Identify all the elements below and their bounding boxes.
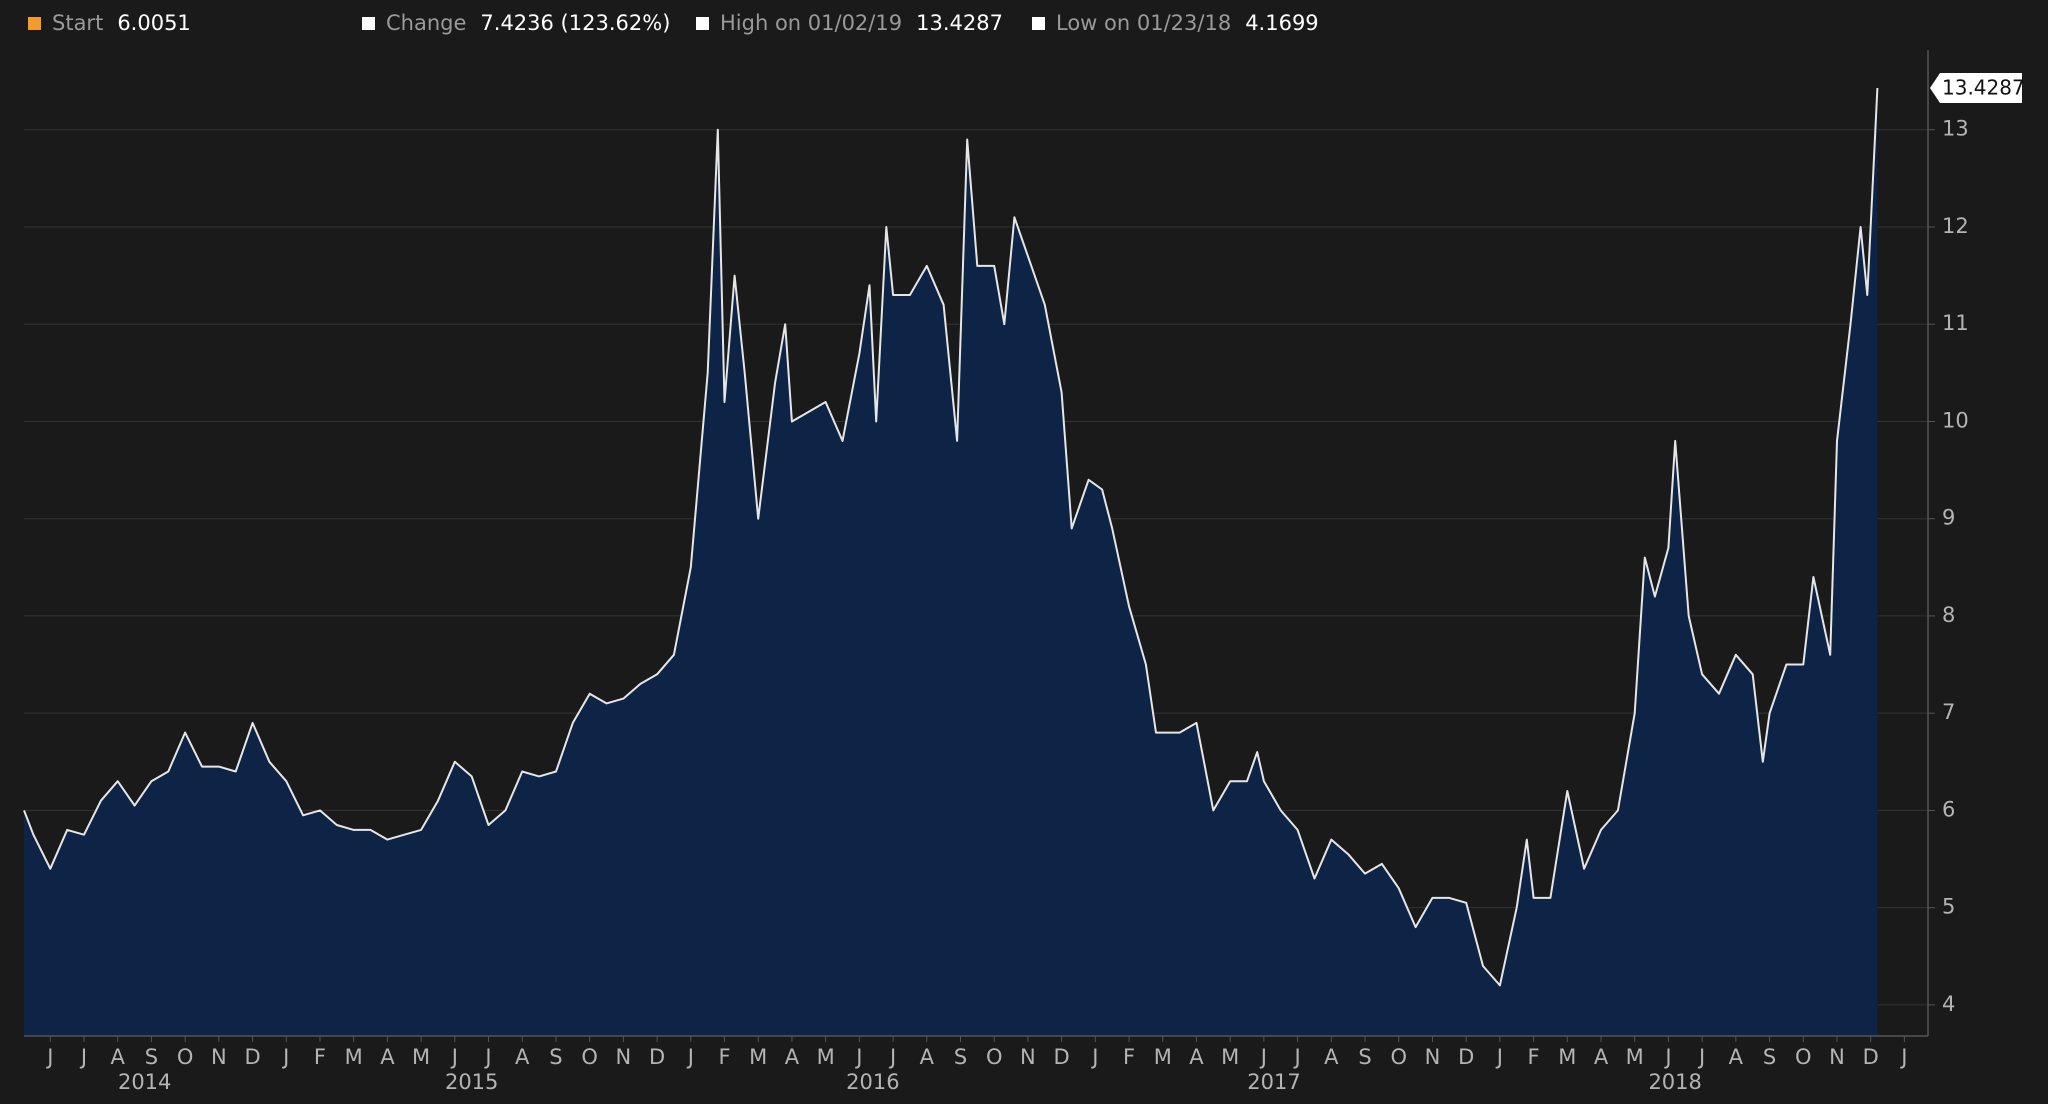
x-tick-label: N	[1020, 1045, 1036, 1069]
x-tick-label: M	[817, 1045, 835, 1069]
x-tick-label: F	[1123, 1045, 1135, 1069]
x-tick-label: M	[1626, 1045, 1644, 1069]
x-tick-label: J	[45, 1045, 53, 1069]
x-tick-label: J	[450, 1045, 458, 1069]
stat-label: High on 01/02/19	[720, 11, 902, 35]
legend-swatch	[696, 17, 709, 30]
legend-swatch	[1032, 17, 1045, 30]
x-tick-label: D	[244, 1045, 260, 1069]
x-tick-label: J	[1899, 1045, 1907, 1069]
x-tick-label: J	[1663, 1045, 1671, 1069]
x-tick-label: D	[1458, 1045, 1474, 1069]
x-tick-label: A	[515, 1045, 530, 1069]
x-tick-label: J	[1259, 1045, 1267, 1069]
y-tick-label: 4	[1942, 992, 1955, 1016]
x-tick-label: A	[1189, 1045, 1204, 1069]
year-label: 2017	[1247, 1070, 1300, 1094]
x-tick-label: A	[1594, 1045, 1609, 1069]
x-tick-label: J	[1090, 1045, 1098, 1069]
y-tick-label: 10	[1942, 408, 1969, 432]
x-tick-label: F	[314, 1045, 326, 1069]
x-tick-label: A	[785, 1045, 800, 1069]
x-tick-label: A	[1324, 1045, 1339, 1069]
y-tick-label: 8	[1942, 603, 1955, 627]
x-tick-label: S	[954, 1045, 967, 1069]
legend-swatch	[362, 17, 375, 30]
x-tick-label: M	[1221, 1045, 1239, 1069]
x-tick-label: D	[1863, 1045, 1879, 1069]
price-tag-label: 13.4287	[1942, 76, 2025, 100]
x-tick-label: J	[1495, 1045, 1503, 1069]
x-tick-label: F	[1528, 1045, 1540, 1069]
year-label: 2018	[1648, 1070, 1701, 1094]
y-tick-label: 9	[1942, 506, 1955, 530]
x-tick-label: J	[483, 1045, 491, 1069]
x-tick-label: O	[1390, 1045, 1407, 1069]
stat-label: Start	[52, 11, 103, 35]
stat-value: 4.1699	[1245, 11, 1318, 35]
x-tick-label: N	[211, 1045, 227, 1069]
stat-label: Change	[386, 11, 466, 35]
x-tick-label: J	[1697, 1045, 1705, 1069]
x-tick-label: M	[749, 1045, 767, 1069]
x-tick-label: N	[1829, 1045, 1845, 1069]
x-tick-label: J	[686, 1045, 694, 1069]
y-tick-label: 7	[1942, 700, 1955, 724]
x-tick-label: O	[986, 1045, 1003, 1069]
x-tick-label: A	[380, 1045, 395, 1069]
x-tick-label: J	[1293, 1045, 1301, 1069]
stat-value: 13.4287	[916, 11, 1003, 35]
area	[24, 88, 1878, 1036]
x-tick-label: A	[1729, 1045, 1744, 1069]
price-tag-box	[1930, 73, 2022, 104]
x-tick-label: S	[549, 1045, 562, 1069]
legend-swatch	[28, 17, 41, 30]
y-tick-label: 12	[1942, 214, 1969, 238]
x-tick-label: N	[1425, 1045, 1441, 1069]
y-tick-label: 13	[1942, 117, 1969, 141]
x-tick-label: O	[177, 1045, 194, 1069]
x-tick-label: O	[581, 1045, 598, 1069]
stat-value: 6.0051	[117, 11, 190, 35]
x-tick-label: A	[111, 1045, 126, 1069]
x-tick-label: D	[1054, 1045, 1070, 1069]
x-tick-label: S	[1358, 1045, 1371, 1069]
x-tick-label: F	[718, 1045, 730, 1069]
stat-label: Low on 01/23/18	[1056, 11, 1231, 35]
x-tick-label: S	[1763, 1045, 1776, 1069]
x-tick-label: M	[1154, 1045, 1172, 1069]
x-tick-label: J	[281, 1045, 289, 1069]
x-tick-label: J	[79, 1045, 87, 1069]
year-label: 2014	[118, 1070, 171, 1094]
x-tick-label: M	[345, 1045, 363, 1069]
x-tick-label: J	[854, 1045, 862, 1069]
y-tick-label: 5	[1942, 895, 1955, 919]
x-tick-label: O	[1795, 1045, 1812, 1069]
line	[23, 87, 1879, 987]
year-label: 2015	[445, 1070, 498, 1094]
stat-value: 7.4236 (123.62%)	[480, 11, 670, 35]
x-tick-label: J	[888, 1045, 896, 1069]
x-tick-label: M	[1558, 1045, 1576, 1069]
x-tick-label: M	[412, 1045, 430, 1069]
x-tick-label: D	[649, 1045, 665, 1069]
x-tick-label: A	[920, 1045, 935, 1069]
x-tick-label: N	[616, 1045, 632, 1069]
y-tick-label: 11	[1942, 311, 1969, 335]
price-tag: 13.4287	[1930, 73, 2025, 104]
x-tick-label: S	[145, 1045, 158, 1069]
y-tick-label: 6	[1942, 797, 1955, 821]
year-label: 2016	[846, 1070, 899, 1094]
